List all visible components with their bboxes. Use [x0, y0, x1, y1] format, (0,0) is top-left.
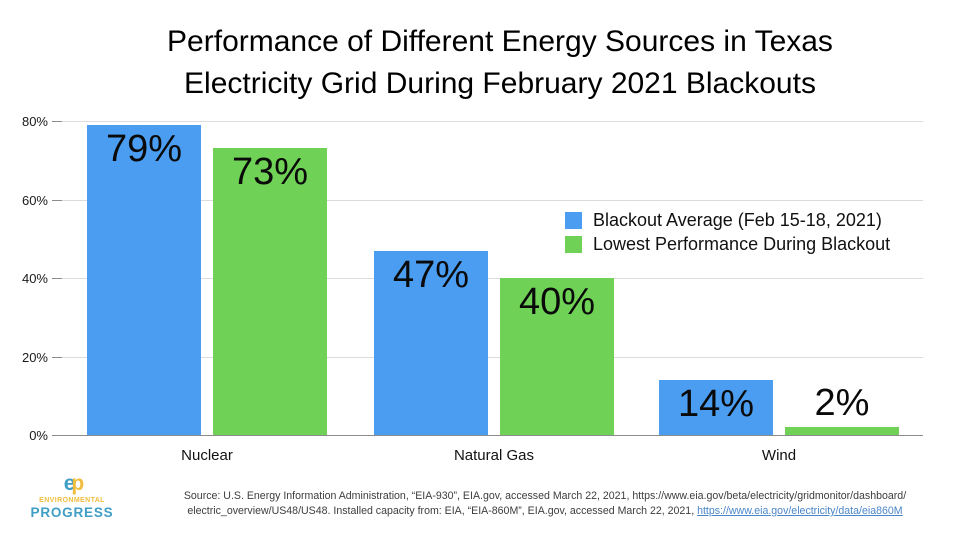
legend-label: Lowest Performance During Blackout [593, 234, 891, 254]
chart-title-line-1: Performance of Different Energy Sources … [167, 25, 833, 58]
bar-value-label-nuclear-series-0: 79% [105, 128, 183, 170]
gridline-80 [62, 121, 923, 122]
y-axis-label-20: 20% [21, 350, 48, 365]
y-axis-tick-60 [52, 200, 62, 201]
y-axis-label-0: 0% [29, 428, 48, 443]
y-axis-label-40: 40% [21, 271, 48, 286]
y-axis-tick-20 [52, 357, 62, 358]
y-axis-label-80: 80% [21, 114, 48, 129]
bar-nuclear-series-1 [213, 148, 327, 435]
legend-item-lowest-performance: Lowest Performance During Blackout [565, 234, 890, 255]
source-citation: Source: U.S. Energy Information Administ… [140, 489, 950, 519]
y-axis-label-60: 60% [21, 193, 48, 208]
bar-value-label-wind-series-1: 2% [814, 382, 870, 424]
y-axis-tick-0 [52, 435, 62, 436]
bar-wind-series-0 [659, 380, 773, 435]
bar-value-label-wind-series-0: 14% [677, 383, 755, 425]
gridline-60 [62, 200, 923, 201]
bar-value-label-nuclear-series-1: 73% [231, 151, 309, 193]
bar-value-label-natural-gas-series-0: 47% [392, 254, 470, 296]
legend-item-blackout-average: Blackout Average (Feb 15-18, 2021) [565, 210, 890, 231]
source-line-2: electric_overview/US48/US48. Installed c… [187, 505, 698, 517]
x-axis-label-natural-gas: Natural Gas [453, 447, 535, 464]
chart-title-line-2: Electricity Grid During February 2021 Bl… [184, 67, 816, 100]
gridline-20 [62, 357, 923, 358]
monogram-letter-p: p [71, 472, 84, 495]
bar-value-label-natural-gas-series-1: 40% [518, 281, 596, 323]
logo-text-progress: PROGRESS [30, 505, 114, 520]
chart-title: Performance of Different Energy Sources … [40, 21, 960, 105]
legend-swatch-green [565, 236, 582, 253]
logo-text-environmental: ENVIRONMENTAL [39, 497, 105, 504]
gridline-40 [62, 278, 923, 279]
bar-natural-gas-series-1 [500, 278, 614, 435]
x-axis-label-wind: Wind [761, 447, 797, 464]
legend-label: Blackout Average (Feb 15-18, 2021) [593, 210, 882, 230]
monogram-letter-e: e [63, 472, 76, 495]
bar-wind-series-1 [785, 427, 899, 435]
gridline-0 [62, 435, 923, 436]
bar-natural-gas-series-0 [374, 251, 488, 435]
legend: Blackout Average (Feb 15-18, 2021) Lowes… [565, 210, 890, 258]
y-axis-tick-80 [52, 121, 62, 122]
source-line-1: Source: U.S. Energy Information Administ… [183, 490, 907, 502]
y-axis-tick-40 [52, 278, 62, 279]
environmental-progress-logo: ep ENVIRONMENTAL PROGRESS [28, 473, 116, 520]
bar-nuclear-series-0 [87, 125, 201, 435]
legend-swatch-blue [565, 212, 582, 229]
source-link[interactable]: https://www.eia.gov/electricity/data/eia… [697, 505, 903, 517]
x-axis-label-nuclear: Nuclear [181, 447, 233, 464]
ep-monogram-icon: ep [28, 473, 116, 495]
